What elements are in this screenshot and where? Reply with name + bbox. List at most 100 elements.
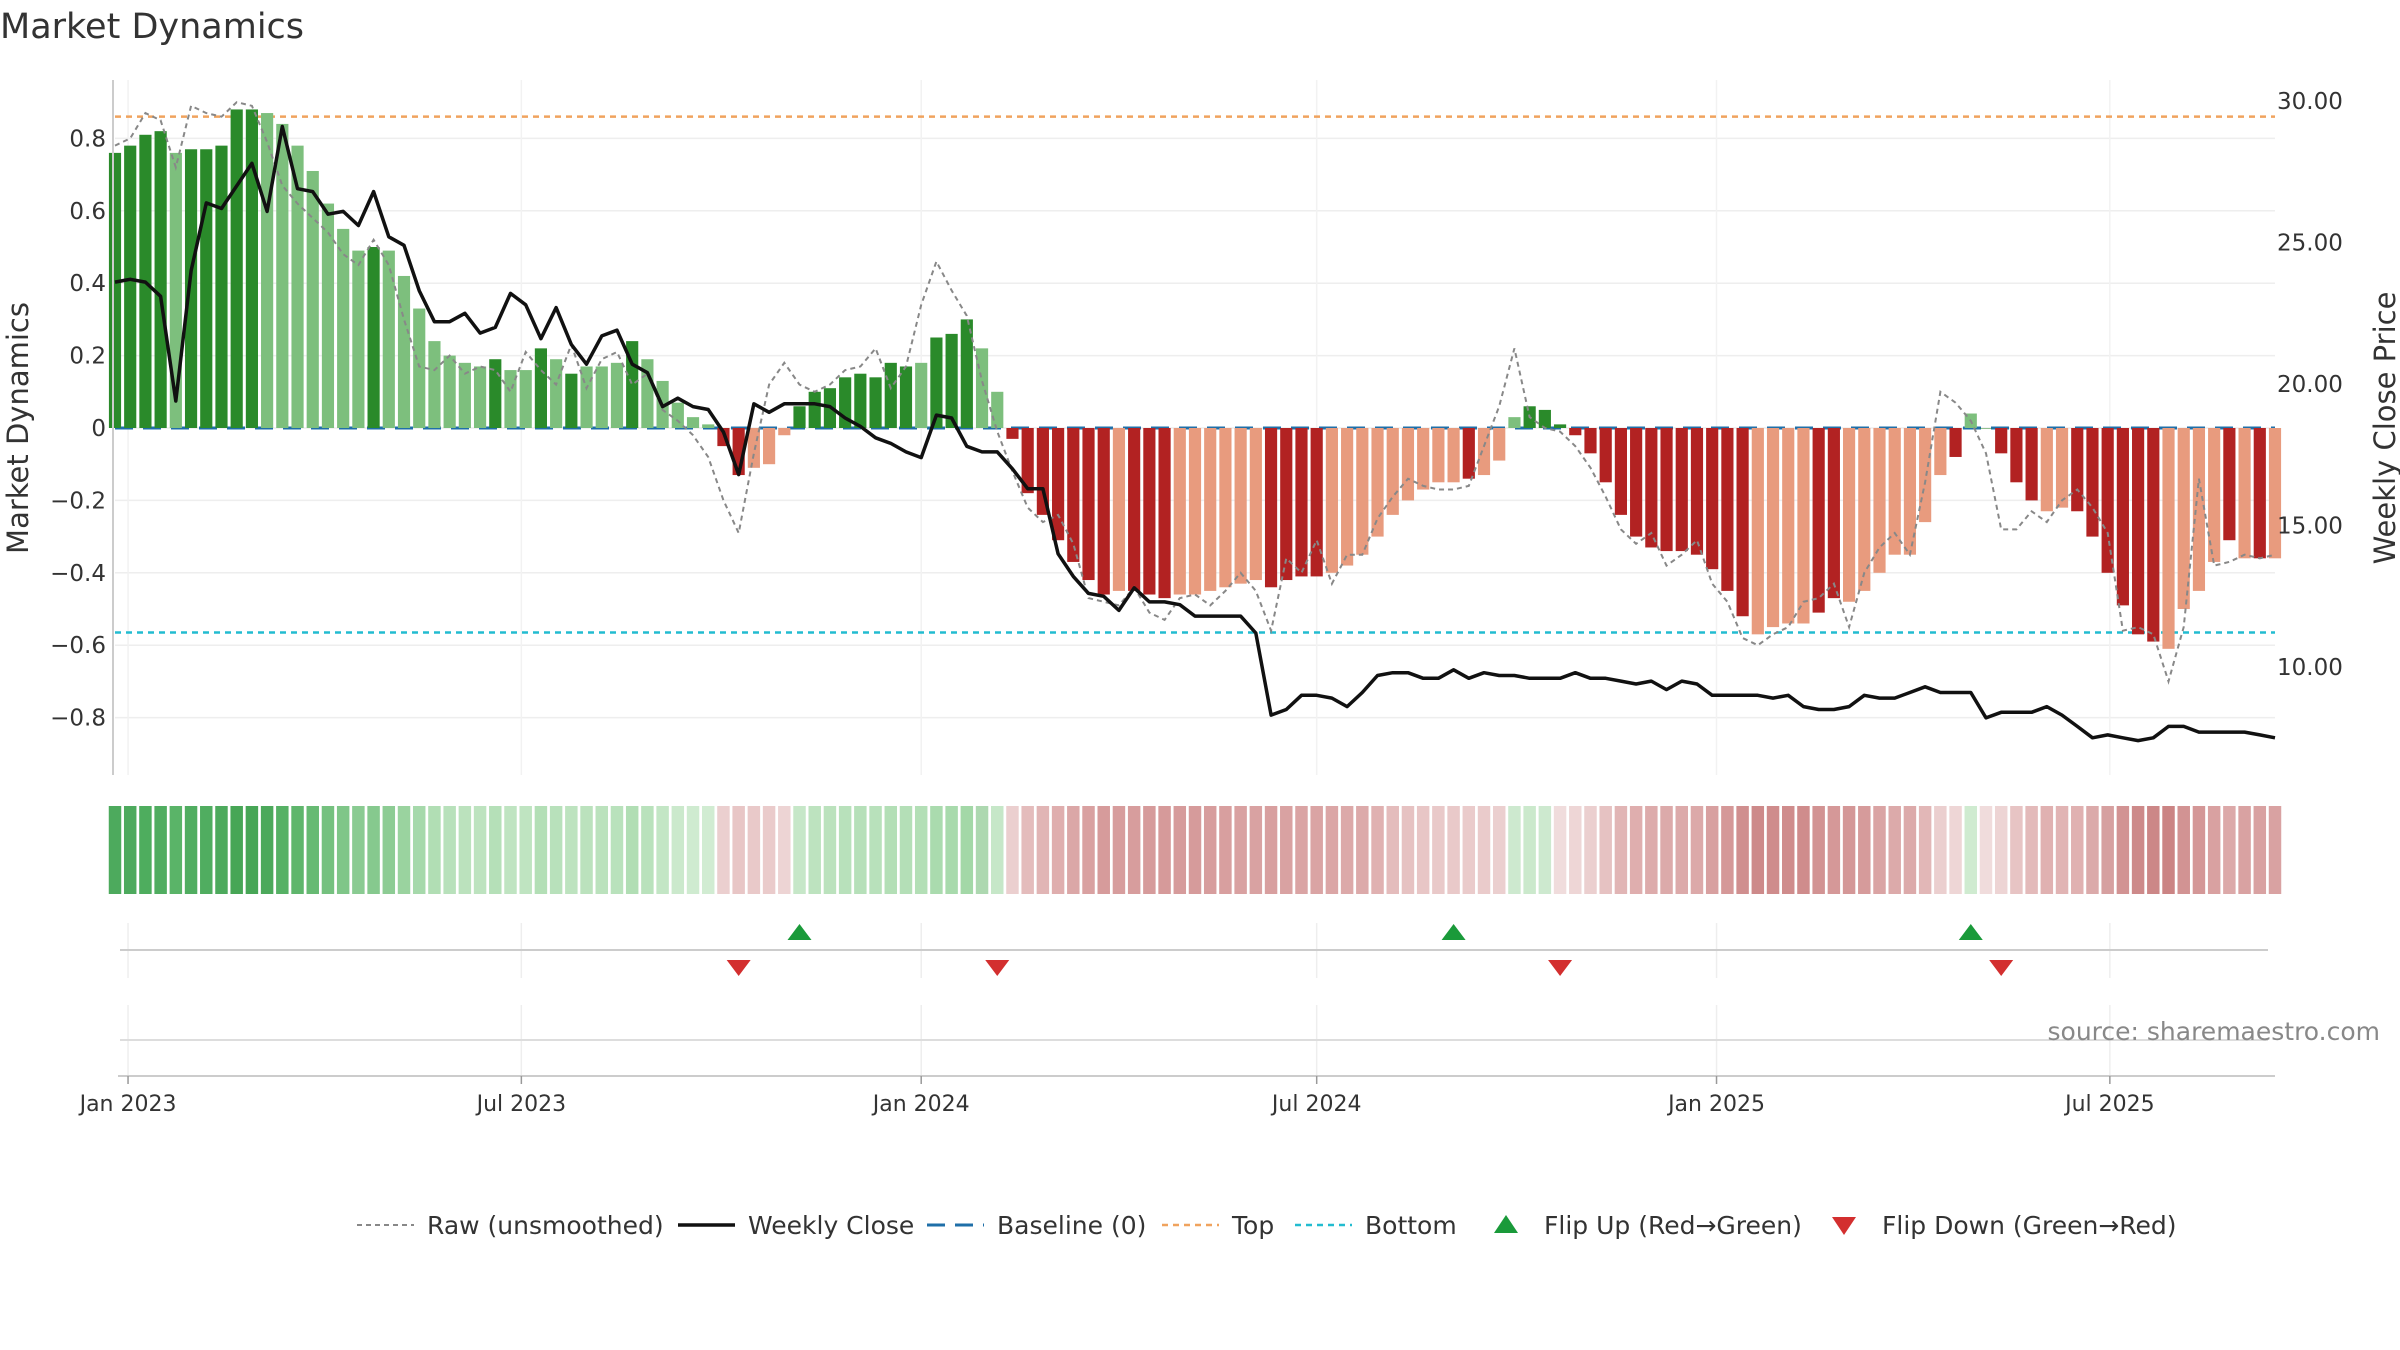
flip-down-marker xyxy=(985,960,1010,976)
strip-cell xyxy=(2207,806,2221,894)
legend-label: Flip Down (Green→Red) xyxy=(1882,1211,2177,1240)
strip-cell xyxy=(1721,806,1734,894)
strip-cell xyxy=(1477,806,1491,894)
bar xyxy=(321,203,335,428)
strip-cell xyxy=(1660,806,1673,894)
bar xyxy=(337,228,350,428)
bar xyxy=(1584,428,1597,454)
strip-cell xyxy=(2040,806,2054,894)
right-axis: 30.00 25.00 20.00 15.00 10.00 xyxy=(2277,89,2343,681)
bar xyxy=(2055,428,2069,508)
bar xyxy=(1538,409,1551,428)
strip-cell xyxy=(2162,806,2175,894)
strip-cell xyxy=(1827,806,1841,894)
strip-cell xyxy=(200,806,213,894)
bar xyxy=(1843,428,1856,602)
bar xyxy=(1736,428,1749,617)
bar xyxy=(1006,428,1019,439)
strip-cell xyxy=(686,806,700,894)
x-tick-label: Jan 2024 xyxy=(871,1092,970,1117)
strip-cell xyxy=(1234,806,1247,894)
strip-cell xyxy=(1918,806,1932,894)
bar xyxy=(1645,428,1658,548)
strip-cell xyxy=(1492,806,1506,894)
strip-cell xyxy=(1203,806,1217,894)
strip-cell xyxy=(382,806,396,894)
strip-cell xyxy=(1082,806,1095,894)
legend-item-bottom: Bottom xyxy=(1295,1211,1457,1240)
x-tick-label: Jan 2023 xyxy=(78,1092,177,1117)
left-tick-label: 0.6 xyxy=(69,199,106,225)
strip-cell xyxy=(139,806,152,894)
bar xyxy=(1082,428,1095,581)
strip-cell xyxy=(1705,806,1719,894)
strip-cell xyxy=(1782,806,1795,894)
bar xyxy=(2162,428,2175,649)
strip-cell xyxy=(1842,806,1856,894)
strip-cell xyxy=(1097,806,1110,894)
bar xyxy=(1979,428,1993,429)
left-tick-label: −0.6 xyxy=(50,633,106,659)
bar xyxy=(1721,428,1734,591)
chart-title: Market Dynamics xyxy=(0,7,304,47)
close-line-group xyxy=(114,124,2276,743)
legend-flip-up-swatch xyxy=(1494,1215,1518,1233)
bar xyxy=(1264,428,1278,588)
strip-cell xyxy=(1736,806,1749,894)
strip-cell xyxy=(2223,806,2236,894)
strip-cell xyxy=(793,806,806,894)
strip-cell xyxy=(1386,806,1399,894)
strip-cell xyxy=(1371,806,1384,894)
strip-cell xyxy=(2071,806,2084,894)
x-axis: Jan 2023 Jul 2023 Jan 2024 Jul 2024 Jan 2025… xyxy=(78,1076,2155,1117)
bar xyxy=(763,428,776,465)
left-axis: 0.8 0.6 0.4 0.2 0 −0.2 −0.4 −0.6 −0.8 xyxy=(50,80,114,775)
flip-down-marker xyxy=(726,960,751,976)
strip-cell xyxy=(808,806,821,894)
strip-cell xyxy=(473,806,487,894)
strip-cell xyxy=(1599,806,1612,894)
strip-cell xyxy=(336,806,350,894)
strip-cell xyxy=(717,806,730,894)
bar xyxy=(458,362,471,428)
bar xyxy=(200,149,213,428)
strip-cell xyxy=(123,806,137,894)
bar xyxy=(1782,428,1795,624)
strip-cell xyxy=(352,806,365,894)
bar xyxy=(2086,428,2099,537)
strip-cell xyxy=(534,806,548,894)
bar xyxy=(519,370,532,428)
strip-cell xyxy=(1143,806,1156,894)
bar xyxy=(428,341,441,428)
bar xyxy=(1462,428,1475,479)
strip-cell xyxy=(1903,806,1917,894)
bar xyxy=(1386,428,1399,515)
bar xyxy=(473,366,487,428)
bar xyxy=(1493,428,1506,461)
strip-cell xyxy=(1934,806,1947,894)
strip-cell xyxy=(641,806,654,894)
raw-line xyxy=(114,101,2276,685)
bar xyxy=(1325,428,1338,573)
strip-cell xyxy=(2268,806,2282,894)
strip-cell xyxy=(823,806,837,894)
bar xyxy=(108,152,122,428)
bar xyxy=(1858,428,1871,591)
strip-cell xyxy=(732,806,745,894)
bar xyxy=(2223,428,2236,541)
bar xyxy=(2040,428,2053,512)
bar xyxy=(1219,428,1232,588)
bar xyxy=(1766,428,1780,628)
left-tick-label: 0.8 xyxy=(69,126,106,152)
strip-cell xyxy=(1797,806,1810,894)
bar xyxy=(367,247,380,428)
bar xyxy=(686,417,700,428)
x-tick-label: Jan 2025 xyxy=(1666,1092,1765,1117)
bar xyxy=(382,250,395,428)
strip-cell xyxy=(930,806,943,894)
bar xyxy=(671,402,684,428)
strip-cell xyxy=(1569,806,1582,894)
strip-cell xyxy=(1112,806,1126,894)
bar xyxy=(1173,428,1186,595)
strip-cell xyxy=(1858,806,1871,894)
